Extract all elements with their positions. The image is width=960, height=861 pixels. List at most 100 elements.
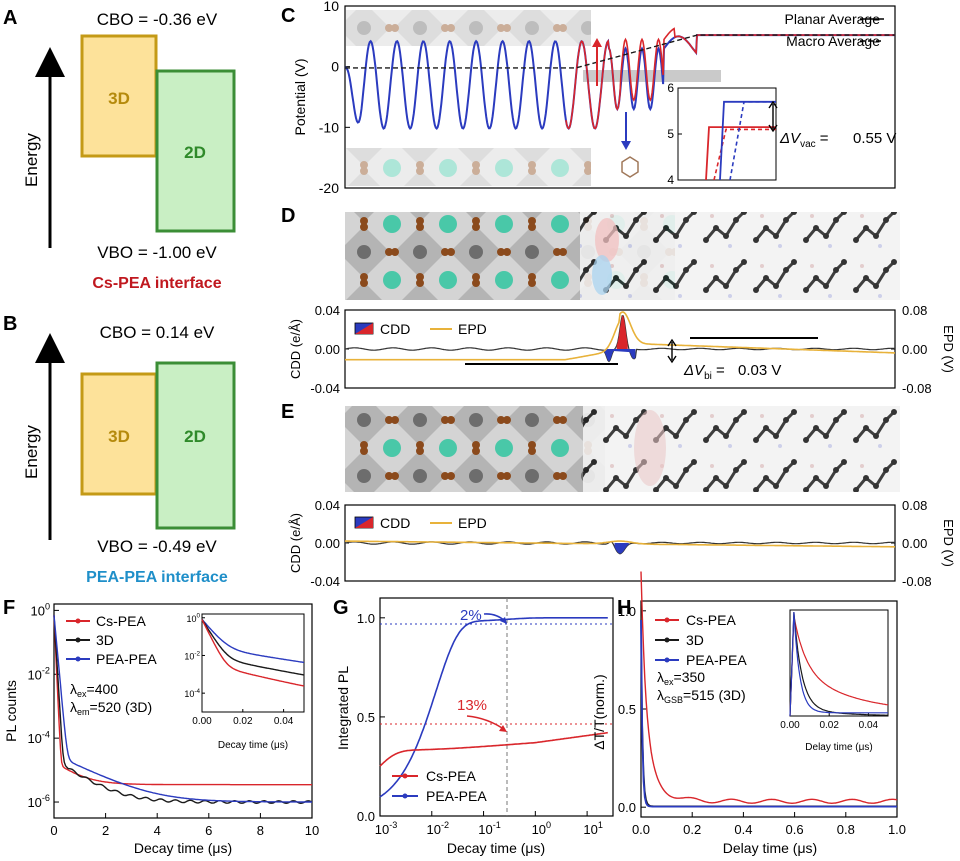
xtick-label-h: 0.6 <box>786 822 804 837</box>
xtick-label-f: 4 <box>154 823 161 838</box>
panel-f: F PL counts Decay time (μs) 0 2 4 6 8 10 100 10… <box>3 597 319 856</box>
ytick-right-label-e: 0.08 <box>902 498 927 513</box>
series-cdd-neg-e <box>614 543 629 554</box>
ytick-label-c: 10 <box>323 0 339 14</box>
inset-xtick-label-f: 0.02 <box>233 716 253 727</box>
ytick-label-g: 1.0 <box>357 611 375 626</box>
inset-xtick-label-h: 0.02 <box>819 720 839 731</box>
series-pea-pea-h <box>640 619 897 808</box>
xtick-label-f: 10 <box>305 823 319 838</box>
inset-ytick-label-c: 5 <box>667 127 674 141</box>
legend-f: Cs-PEA 3D PEA-PEA <box>66 613 157 667</box>
xlabel-f: Decay time (μs) <box>134 840 232 856</box>
ytick-label-f: 10-4 <box>27 729 50 746</box>
ticks-f: 0 2 4 6 8 10 100 10-2 10-4 10-6 <box>27 602 319 838</box>
inset-cs-pea-h <box>789 616 889 717</box>
annotation-arrowhead-red-g <box>499 725 507 732</box>
xtick-label-g: 100 <box>532 820 552 837</box>
legend-epd-d: EPD <box>458 321 487 337</box>
inset-xlabel-h: Delay time (μs) <box>805 742 872 753</box>
ytick-left-label-e: 0.00 <box>315 536 340 551</box>
annotation-arrowhead-blue-g <box>500 617 507 624</box>
annotation-arrow-red-g <box>466 715 506 731</box>
panel-label-e: E <box>281 401 294 423</box>
ytick-left-label-d: 0.04 <box>315 303 340 318</box>
inset-ytick-label-c: 4 <box>667 173 674 187</box>
xtick-label-h: 1.0 <box>888 822 906 837</box>
legend-macro-c: Macro Average <box>786 33 880 49</box>
inset-ticks-f: 0.00 0.02 0.04 100 10-2 10-4 <box>184 613 293 727</box>
inset-yticks-c: 4 5 6 <box>667 81 682 187</box>
panel-h: H ΔT/T(norm.) Delay time (μs) 0.0 0.2 0.4 0… <box>591 571 906 856</box>
ytick-left-label-e: 0.04 <box>315 498 340 513</box>
ytick-left-label-d: -0.04 <box>310 381 340 396</box>
legend-marker-h <box>664 657 670 663</box>
plot-frame-f <box>53 603 313 819</box>
legend-marker-f <box>75 656 81 662</box>
panel-label-a: A <box>3 7 17 29</box>
inset-xtick-label-h: 0.00 <box>780 720 800 731</box>
ytick-label-c: -10 <box>319 119 339 135</box>
ytick-label-h: 0.5 <box>618 702 636 717</box>
series-cs-pea-h <box>640 571 898 805</box>
legend-marker-f <box>75 618 81 624</box>
legend-marker-h <box>664 637 670 643</box>
legend-label-h: PEA-PEA <box>686 652 747 668</box>
box-3d-b <box>80 372 158 496</box>
cbo-label-b: CBO = 0.14 eV <box>100 323 215 342</box>
box-3d-label-b: 3D <box>108 427 130 446</box>
inset-ytick-label-f: 100 <box>186 613 200 624</box>
dv-bi-symbol-d: ΔVbi = <box>683 362 725 382</box>
legend-cdd-e: CDD <box>380 515 410 531</box>
series-cdd-pos-d <box>616 315 628 349</box>
inset-3d-f <box>201 619 305 676</box>
ytick-right-label-d: 0.00 <box>902 342 927 357</box>
inset-red-dash-c <box>713 128 776 181</box>
ytick-left-label-e: -0.04 <box>310 574 340 589</box>
ticks-e: -0.04 0.00 0.04 -0.08 0.00 0.08 <box>310 498 931 589</box>
note-ex-f: λex=400 <box>70 681 118 699</box>
yticks-c: -20 -10 0 10 <box>319 0 350 196</box>
inset-frame-f <box>201 613 305 713</box>
series-cs-pea-g <box>379 731 608 767</box>
panel-label-c: C <box>281 5 295 27</box>
box-2d-a <box>155 69 236 233</box>
legend-marker-g <box>402 793 408 799</box>
arrow-up-head-c <box>592 38 602 47</box>
legend-marker-f <box>75 637 81 643</box>
dv-bi-value-d: 0.03 V <box>738 362 781 379</box>
panel-c: C Potential (V) -20 -10 0 10 Planar Average… <box>281 0 896 196</box>
box-2d-b <box>155 361 236 530</box>
ylabel-g: Integrated PL <box>335 666 351 750</box>
legend-swatch-cdd-red-d <box>355 323 373 334</box>
ytick-label-c: -20 <box>319 180 339 196</box>
cbo-label-a: CBO = -0.36 eV <box>97 10 218 29</box>
box-2d-label-b: 2D <box>184 427 206 446</box>
xlabel-g: Decay time (μs) <box>447 840 545 856</box>
xtick-label-f: 0 <box>50 823 57 838</box>
xtick-label-g: 10-3 <box>375 820 398 837</box>
inset-xtick-label-f: 0.04 <box>274 716 294 727</box>
panel-label-g: G <box>333 597 349 619</box>
xtick-label-g: 10-2 <box>426 820 449 837</box>
ytick-label-g: 0.5 <box>357 710 375 725</box>
inset-frame-h <box>789 609 889 717</box>
dv-bracket-heads-d <box>667 338 677 364</box>
dv-vac-symbol-c: ΔVvac = <box>779 130 829 150</box>
panel-label-h: H <box>617 597 631 619</box>
note-em-f: λem=520 (3D) <box>70 699 152 717</box>
zoom-region-c <box>583 70 721 82</box>
legend-h: Cs-PEA 3D PEA-PEA <box>655 612 747 668</box>
ytick-label-c: 0 <box>331 59 339 75</box>
series-pea-pea-f <box>53 615 312 803</box>
legend-label-f: Cs-PEA <box>96 613 146 629</box>
charge-density-e <box>634 410 666 486</box>
annotation-2pct-g: 2% <box>460 607 482 624</box>
legend-label-f: PEA-PEA <box>96 651 157 667</box>
charge-density-pos-d <box>595 218 619 262</box>
ylabel-h: ΔT/T(norm.) <box>591 674 607 749</box>
ylabel-left-e: CDD (e/Å) <box>288 513 303 573</box>
structure-bottom-c <box>346 148 591 186</box>
ylabel-f: PL counts <box>3 680 19 742</box>
panel-e: E CDD (e/Å) EPD (V) -0.04 0.00 0.04 -0.08 0.… <box>281 401 956 589</box>
